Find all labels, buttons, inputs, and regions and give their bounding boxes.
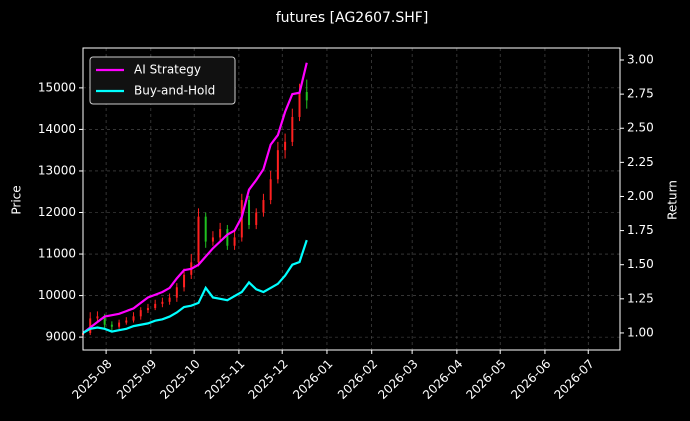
candle-body: [248, 200, 251, 225]
candle-body: [305, 92, 308, 101]
y2-tick-label: 1.00: [627, 325, 654, 339]
candle-body: [110, 324, 113, 327]
y-tick-label: 12000: [38, 205, 76, 219]
candle-body: [89, 318, 92, 333]
y2-tick-label: 1.25: [627, 291, 654, 305]
legend-label: AI Strategy: [134, 63, 201, 77]
y-tick-label: 10000: [38, 288, 76, 302]
y-tick-label: 15000: [38, 80, 76, 94]
chart-title: futures [AG2607.SHF]: [276, 10, 429, 26]
y-axis-label: Price: [10, 185, 24, 214]
candle-body: [139, 310, 142, 317]
y-tick-label: 14000: [38, 122, 76, 136]
candle-body: [233, 237, 236, 246]
return-line: [82, 239, 308, 334]
candle-body: [291, 116, 294, 142]
x-tick-label: 2025-11: [202, 357, 247, 402]
x-tick-label: 2026-02: [335, 357, 380, 402]
x-tick-label: 2025-12: [245, 357, 290, 402]
candle-body: [168, 297, 171, 302]
candle-body: [211, 237, 214, 242]
candle-body: [276, 150, 279, 180]
y-tick-label: 11000: [38, 247, 76, 261]
x-tick-label: 2025-09: [114, 357, 159, 402]
candle-body: [262, 200, 265, 213]
x-tick-label: 2026-05: [463, 357, 508, 402]
candle-body: [284, 141, 287, 151]
y2-axis-label: Return: [666, 180, 680, 220]
candle-body: [269, 179, 272, 201]
return-line: [82, 62, 308, 334]
candle-body: [204, 216, 207, 242]
x-tick-label: 2026-03: [375, 357, 420, 402]
y2-tick-label: 2.00: [627, 189, 654, 203]
x-tick-label: 2025-08: [69, 357, 114, 402]
candle-body: [175, 287, 178, 298]
y2-tick-label: 2.25: [627, 155, 654, 169]
candle-body: [154, 303, 157, 309]
x-tick-label: 2026-07: [551, 357, 596, 402]
candle-body: [255, 212, 258, 225]
x-tick-label: 2026-01: [290, 357, 335, 402]
candle-body: [96, 316, 99, 319]
x-tick-label: 2025-10: [157, 357, 202, 402]
candle-body: [219, 229, 222, 238]
y2-tick-label: 1.75: [627, 223, 654, 237]
candle-body: [298, 92, 301, 117]
y2-tick-label: 1.50: [627, 257, 654, 271]
candle-body: [118, 322, 121, 327]
y2-tick-label: 3.00: [627, 53, 654, 67]
candle-body: [226, 229, 229, 246]
candle-body: [125, 320, 128, 323]
x-tick-label: 2026-04: [420, 357, 465, 402]
y-tick-label: 9000: [45, 330, 76, 344]
candle-body: [161, 301, 164, 304]
candle-body: [197, 216, 200, 263]
y-tick-label: 13000: [38, 163, 76, 177]
plot-frame: [82, 47, 621, 351]
legend-label: Buy-and-Hold: [134, 84, 215, 98]
candle-body: [146, 308, 149, 311]
candle-body: [103, 316, 106, 325]
y2-tick-label: 2.50: [627, 121, 654, 135]
candle-body: [183, 274, 186, 288]
candle-body: [132, 316, 135, 321]
y2-tick-label: 2.75: [627, 87, 654, 101]
legend-box: [89, 56, 236, 105]
x-tick-label: 2026-06: [508, 357, 553, 402]
